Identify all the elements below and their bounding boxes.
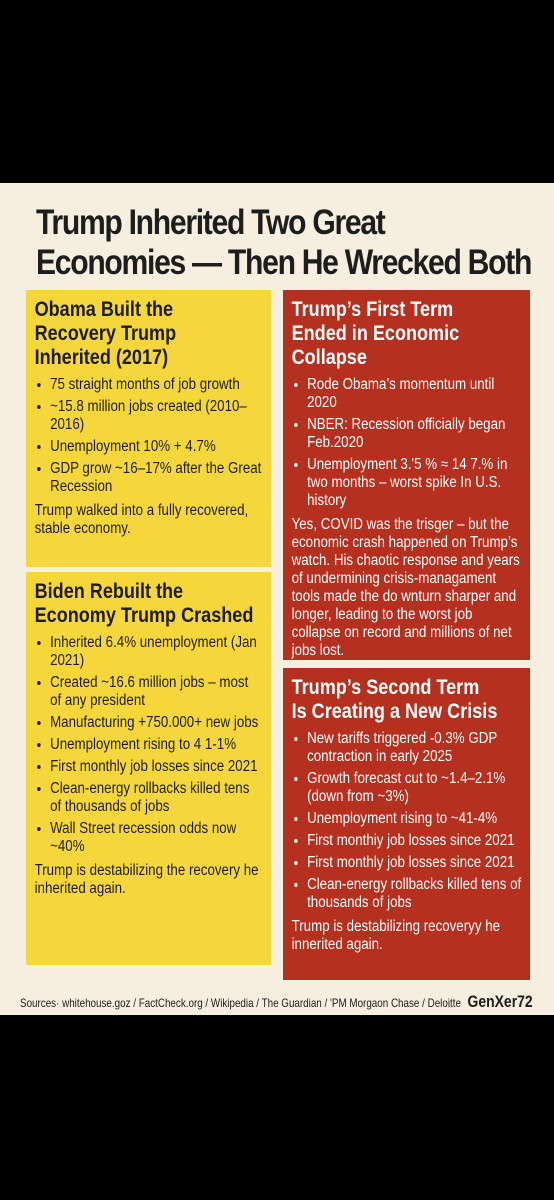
bullet: NBER: Recession officially began Feb.202… xyxy=(307,416,521,452)
source: Wikipedia xyxy=(210,996,254,1010)
panel-note: Trump is destabilizing recoveryy he inne… xyxy=(291,918,501,953)
heading-line: Trump’s First Term xyxy=(291,298,454,321)
source: The Guardian xyxy=(261,996,322,1010)
bullet: Unemployment 3.'5 % ≈ 14 7.% in two mont… xyxy=(307,456,521,510)
heading-line: Biden Rebuilt the xyxy=(34,580,184,603)
separator: / xyxy=(202,996,211,1010)
panel-heading: Trump’s First Term Ended in Economic Coll… xyxy=(292,298,522,370)
separator: / xyxy=(321,996,330,1010)
heading-line: Economy Trump Crashed xyxy=(34,604,254,627)
panel-content: Trump’s First Term Ended in Economic Coll… xyxy=(283,290,530,660)
panel-heading: Biden Rebuilt the Economy Trump Crashed xyxy=(35,580,263,628)
panel: Trump’s First Term Ended in Economic Coll… xyxy=(283,290,530,660)
source: Sources· whitehouse.goz xyxy=(20,996,131,1010)
heading-line: Trump’s Second Term xyxy=(291,676,480,699)
bullet: New tariffs triggered -0.3% GDP contract… xyxy=(307,730,521,766)
bullet-list: 75 straight months of job growth ~15.8 mi… xyxy=(35,376,263,496)
bullet: First monthly job losses since 2021 xyxy=(50,758,262,776)
bullet: Clean-energy rollbacks killed tens of th… xyxy=(50,780,262,816)
bullet: Unemployment rising to ~41-4% xyxy=(307,810,521,828)
bullet: Created ~16.6 million jobs – most of any… xyxy=(50,674,262,710)
bullet: Unemployment rising to 4 1-1% xyxy=(50,736,262,754)
bullet: GDP grow ~16–17% after the Great Recessi… xyxy=(50,460,262,496)
separator: / xyxy=(419,996,428,1010)
panel: Trump’s Second Term Is Creating a New Cri… xyxy=(283,668,530,980)
bullet: First monthiy job losses since 2021 xyxy=(307,832,521,850)
bullet: 75 straight months of job growth xyxy=(50,376,262,394)
panel-note: Yes, COVID was the trisger – but the eco… xyxy=(291,516,520,659)
signature: GenXer72 xyxy=(467,992,533,1011)
bullet-list: Inherited 6.4% unemployment (Jan 2021) Cr… xyxy=(35,634,263,856)
heading-line: Is Creating a New Crisis xyxy=(291,700,498,723)
panel-heading: Obama Built the Recovery Trump Inherited (… xyxy=(35,298,263,370)
panel-note: Trump is destabilizing the recovery he i… xyxy=(34,862,259,897)
bullet: Clean-energy rollbacks killed tens of th… xyxy=(307,876,521,912)
separator: / xyxy=(253,996,262,1010)
separator: / xyxy=(130,996,139,1010)
panel-heading: Trump’s Second Term Is Creating a New Cri… xyxy=(292,676,522,724)
source: FactCheck.org xyxy=(138,996,203,1010)
bullet: ~15.8 million jobs created (2010–2016) xyxy=(50,398,262,434)
title-line: Trump Inherited Two Great xyxy=(36,203,386,242)
panel-content: Trump’s Second Term Is Creating a New Cri… xyxy=(283,668,530,962)
heading-line: Ended in Economic Collapse xyxy=(291,322,460,369)
bullet: Unemployment 10% + 4.7% xyxy=(50,438,262,456)
panel: Obama Built the Recovery Trump Inherited (… xyxy=(26,290,271,567)
heading-line: Inherited (2017) xyxy=(34,346,169,369)
bullet: Wall Street recession odds now ~40% xyxy=(50,820,262,856)
bullet: Rode Obama’s momentum until 2020 xyxy=(307,376,521,412)
title-line: Economies — Then He Wrecked Both xyxy=(36,243,532,282)
bullet: First monthly job losses since 2021 xyxy=(307,854,521,872)
source: 'PM Morgaon Chase xyxy=(329,996,420,1010)
heading-line: Recovery Trump xyxy=(34,322,177,345)
source: Deloitte xyxy=(427,996,461,1010)
heading-line: Obama Built the xyxy=(34,298,174,321)
bullet: Growth forecast cut to ~1.4–2.1% (down f… xyxy=(307,770,521,806)
footer: Sources· whitehouse.goz / FactCheck.org … xyxy=(20,992,533,1012)
panel-note: Trump walked into a fully recovered, sta… xyxy=(34,502,249,537)
bullet-list: Rode Obama’s momentum until 2020 NBER: Re… xyxy=(292,376,522,510)
bullet-list: New tariffs triggered -0.3% GDP contract… xyxy=(292,730,522,912)
bullet: Manufacturing +750.000+ new jobs xyxy=(50,714,262,732)
bullet: Inherited 6.4% unemployment (Jan 2021) xyxy=(50,634,262,670)
panel-content: Obama Built the Recovery Trump Inherited (… xyxy=(26,290,271,546)
